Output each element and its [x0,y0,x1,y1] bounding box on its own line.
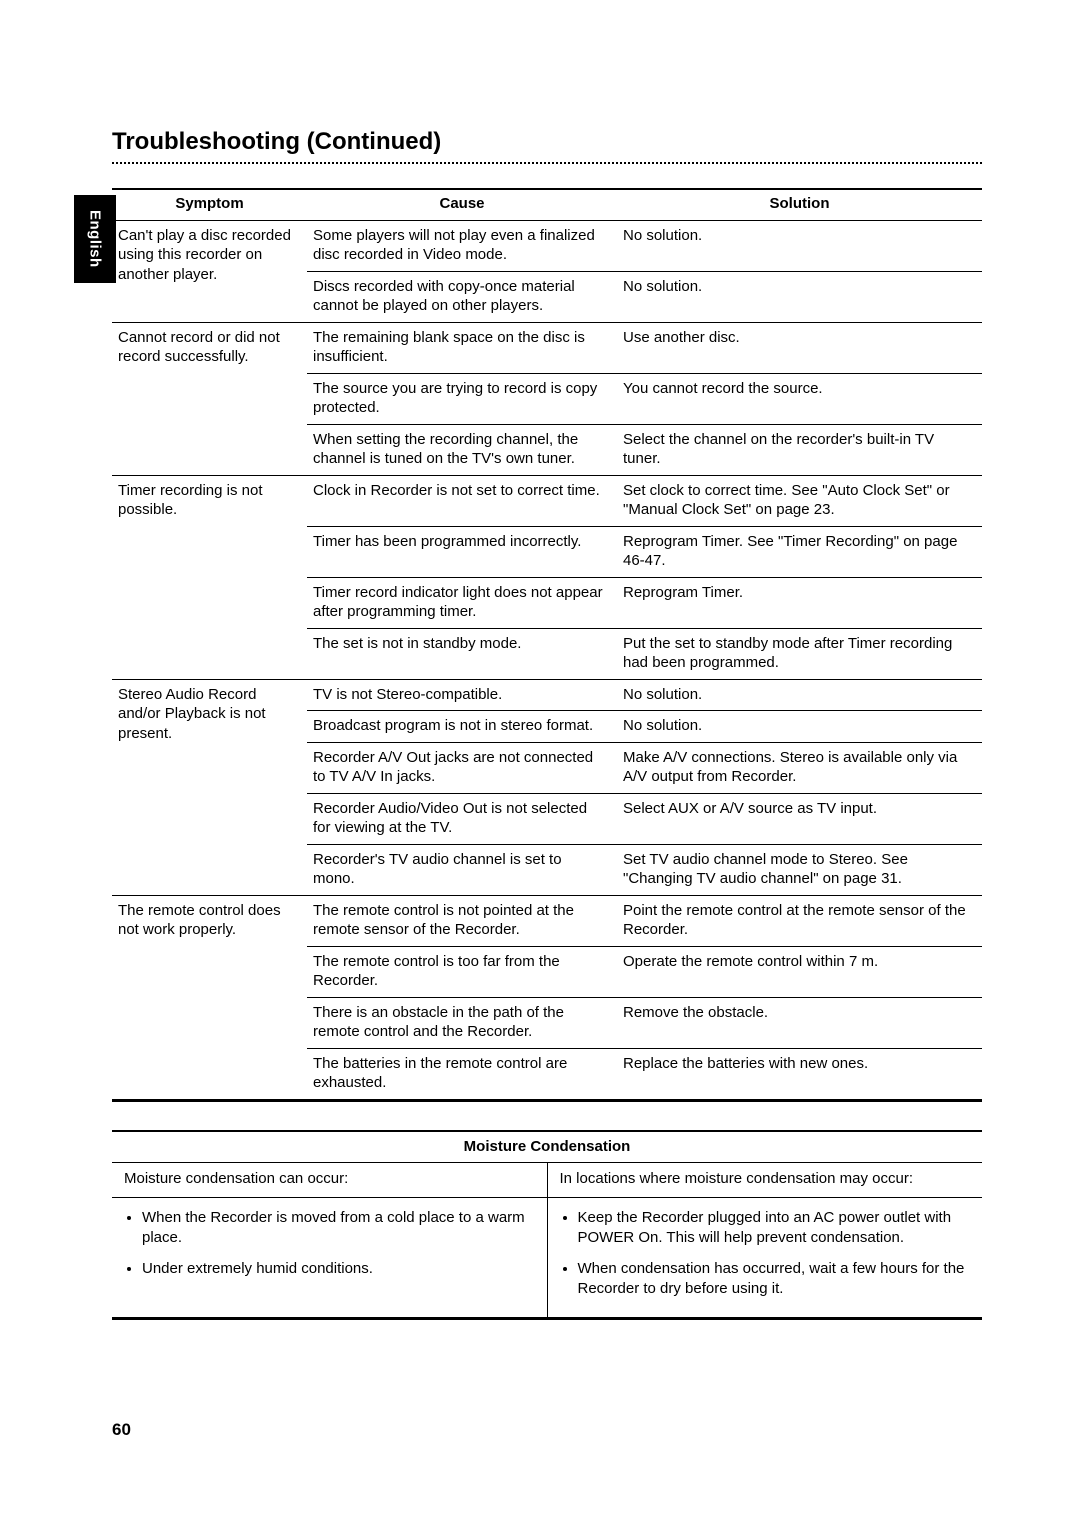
solution-cell: Select the channel on the recorder's bui… [617,424,982,475]
table-row: The remote control does not work properl… [112,895,982,946]
list-item: When condensation has occurred, wait a f… [578,1259,971,1300]
moisture-right-list: Keep the Recorder plugged into an AC pow… [560,1208,971,1299]
solution-cell: Use another disc. [617,322,982,373]
cause-cell: Recorder Audio/Video Out is not selected… [307,793,617,844]
cause-cell: When setting the recording channel, the … [307,424,617,475]
cause-cell: Timer has been programmed incorrectly. [307,526,617,577]
header-solution: Solution [617,189,982,220]
table-bottom-rule [112,1100,982,1102]
table-header-row: Symptom Cause Solution [112,189,982,220]
cause-cell: TV is not Stereo-compatible. [307,679,617,711]
header-cause: Cause [307,189,617,220]
symptom-cell: Can't play a disc recorded using this re… [112,220,307,322]
troubleshooting-table: Symptom Cause Solution Can't play a disc… [112,188,982,1100]
list-item: When the Recorder is moved from a cold p… [142,1208,535,1249]
solution-cell: Replace the batteries with new ones. [617,1048,982,1099]
solution-cell: Put the set to standby mode after Timer … [617,628,982,679]
moisture-bottom-rule [112,1318,982,1320]
page-title: Troubleshooting (Continued) [112,128,982,156]
language-tab: English [74,195,116,283]
moisture-left-heading: Moisture condensation can occur: [112,1162,547,1197]
cause-cell: Clock in Recorder is not set to correct … [307,475,617,526]
solution-cell: Select AUX or A/V source as TV input. [617,793,982,844]
solution-cell: Set TV audio channel mode to Stereo. See… [617,844,982,895]
solution-cell: Remove the obstacle. [617,997,982,1048]
cause-cell: The source you are trying to record is c… [307,373,617,424]
solution-cell: Reprogram Timer. See "Timer Recording" o… [617,526,982,577]
solution-cell: Make A/V connections. Stereo is availabl… [617,742,982,793]
cause-cell: Some players will not play even a finali… [307,220,617,271]
solution-cell: No solution. [617,711,982,743]
solution-cell: Operate the remote control within 7 m. [617,946,982,997]
header-symptom: Symptom [112,189,307,220]
language-label: English [87,210,104,268]
cause-cell: The remote control is too far from the R… [307,946,617,997]
table-row: Stereo Audio Record and/or Playback is n… [112,679,982,711]
cause-cell: Discs recorded with copy-once material c… [307,271,617,322]
cause-cell: The set is not in standby mode. [307,628,617,679]
manual-page: English Troubleshooting (Continued) Symp… [0,0,1080,1528]
symptom-cell: Stereo Audio Record and/or Playback is n… [112,679,307,895]
solution-cell: No solution. [617,220,982,271]
solution-cell: Set clock to correct time. See "Auto Clo… [617,475,982,526]
moisture-title: Moisture Condensation [112,1131,982,1163]
list-item: Under extremely humid conditions. [142,1259,535,1279]
solution-cell: No solution. [617,271,982,322]
table-row: Can't play a disc recorded using this re… [112,220,982,271]
solution-cell: Reprogram Timer. [617,577,982,628]
page-number: 60 [112,1420,982,1440]
solution-cell: No solution. [617,679,982,711]
solution-cell: You cannot record the source. [617,373,982,424]
cause-cell: There is an obstacle in the path of the … [307,997,617,1048]
cause-cell: Recorder A/V Out jacks are not connected… [307,742,617,793]
table-row: Timer recording is not possible.Clock in… [112,475,982,526]
solution-cell: Point the remote control at the remote s… [617,895,982,946]
moisture-left-cell: When the Recorder is moved from a cold p… [112,1198,547,1318]
cause-cell: Broadcast program is not in stereo forma… [307,711,617,743]
symptom-cell: The remote control does not work properl… [112,895,307,1099]
cause-cell: Timer record indicator light does not ap… [307,577,617,628]
moisture-left-list: When the Recorder is moved from a cold p… [124,1208,535,1279]
moisture-right-heading: In locations where moisture condensation… [547,1162,982,1197]
title-dotted-rule [112,162,982,172]
cause-cell: Recorder's TV audio channel is set to mo… [307,844,617,895]
list-item: Keep the Recorder plugged into an AC pow… [578,1208,971,1249]
cause-cell: The remote control is not pointed at the… [307,895,617,946]
moisture-table: Moisture Condensation Moisture condensat… [112,1130,982,1319]
cause-cell: The batteries in the remote control are … [307,1048,617,1099]
symptom-cell: Cannot record or did not record successf… [112,322,307,475]
symptom-cell: Timer recording is not possible. [112,475,307,679]
table-row: Cannot record or did not record successf… [112,322,982,373]
cause-cell: The remaining blank space on the disc is… [307,322,617,373]
moisture-right-cell: Keep the Recorder plugged into an AC pow… [547,1198,982,1318]
